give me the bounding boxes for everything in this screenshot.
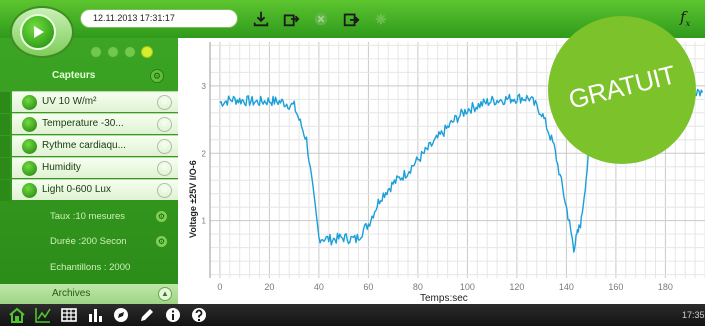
param-rate-label: Taux :10 mesures	[50, 211, 125, 222]
x-tick-label: 160	[608, 282, 623, 292]
archives-bar[interactable]: Archives ▲	[0, 284, 178, 304]
y-tick-label: 3	[202, 82, 207, 91]
export-icon[interactable]	[278, 6, 304, 32]
x-tick-label: 40	[314, 282, 324, 292]
sensor-status-icon	[22, 161, 37, 176]
param-duration-button[interactable]: ⚙	[155, 235, 168, 248]
play-button[interactable]	[20, 14, 56, 50]
sensor-item-heart-rate[interactable]: Rythme cardiaqu... ⚙	[0, 135, 178, 157]
sensors-settings-button[interactable]: ⚙	[150, 69, 164, 83]
toolbar-icons	[248, 6, 398, 32]
y-tick-label: 1	[202, 217, 207, 226]
sensor-handle[interactable]	[0, 114, 10, 135]
param-samples-label: Echantillons : 2000	[50, 262, 131, 273]
param-duration-label: Durée :200 Secon	[50, 236, 127, 247]
bottom-navbar: 17:35	[0, 304, 705, 326]
sensor-name: UV 10 W/m²	[42, 96, 97, 107]
sensor-status-icon	[22, 139, 37, 154]
page-dots	[90, 46, 153, 58]
sensor-name: Light 0-600 Lux	[42, 184, 111, 195]
page-dot-3[interactable]	[124, 46, 136, 58]
sensor-name: Temperature -30...	[42, 118, 124, 129]
sensor-color-button[interactable]: ⚙	[157, 183, 172, 198]
x-tick-label: 180	[658, 282, 673, 292]
app-logo	[10, 6, 74, 58]
y-axis-gutter	[178, 38, 204, 304]
sensor-color-button[interactable]: ⚙	[157, 161, 172, 176]
param-rate-button[interactable]: ⚙	[155, 210, 168, 223]
page-dot-2[interactable]	[107, 46, 119, 58]
x-tick-label: 120	[509, 282, 524, 292]
param-samples: Echantillons : 2000	[0, 257, 178, 279]
sensor-name: Rythme cardiaqu...	[42, 140, 126, 151]
sidebar: Capteurs ⚙ UV 10 W/m² ⚙ Temperature -30.…	[0, 38, 178, 304]
page-dot-1[interactable]	[90, 46, 102, 58]
sensor-handle[interactable]	[0, 136, 10, 157]
y-axis-label: Voltage ±25V I/O-6	[188, 160, 198, 238]
info-icon[interactable]	[164, 306, 182, 324]
sensor-color-button[interactable]: ⚙	[157, 139, 172, 154]
home-icon[interactable]	[8, 306, 26, 324]
clock: 17:35	[682, 310, 705, 320]
share-icon[interactable]	[338, 6, 364, 32]
sensor-status-icon	[22, 183, 37, 198]
close-circle-icon[interactable]	[308, 6, 334, 32]
sensor-handle[interactable]	[0, 180, 10, 201]
sensor-item-temperature[interactable]: Temperature -30... ⚙	[0, 113, 178, 135]
x-tick-label: 140	[559, 282, 574, 292]
archives-toggle-button[interactable]: ▲	[158, 287, 172, 301]
help-icon[interactable]	[190, 306, 208, 324]
sensor-color-button[interactable]: ⚙	[157, 117, 172, 132]
sensor-item-uv[interactable]: UV 10 W/m² ⚙	[0, 91, 178, 113]
free-badge: GRATUIT	[548, 16, 696, 164]
function-button[interactable]: fx	[680, 8, 690, 28]
top-toolbar: 12.11.2013 17:31:17 fx	[0, 0, 705, 38]
play-icon	[34, 26, 44, 38]
y-tick-label: 2	[202, 149, 207, 158]
y-axis-ticks: 1 2 3	[202, 82, 207, 226]
sensor-status-icon	[22, 117, 37, 132]
x-tick-label: 100	[460, 282, 475, 292]
sensors-header: Capteurs ⚙	[0, 66, 178, 86]
param-rate[interactable]: Taux :10 mesures ⚙	[0, 206, 178, 228]
pencil-icon[interactable]	[138, 306, 156, 324]
x-tick-label: 20	[264, 282, 274, 292]
x-tick-label: 80	[413, 282, 423, 292]
param-duration[interactable]: Durée :200 Secon ⚙	[0, 231, 178, 253]
sensor-item-humidity[interactable]: Humidity ⚙	[0, 157, 178, 179]
page-dot-4[interactable]	[141, 46, 153, 58]
sensor-color-button[interactable]: ⚙	[157, 95, 172, 110]
chart-line-icon[interactable]	[34, 306, 52, 324]
sensor-status-icon	[22, 95, 37, 110]
x-tick-label: 0	[217, 282, 222, 292]
sensor-name: Humidity	[42, 162, 81, 173]
function-label: f	[680, 8, 686, 26]
x-axis-label: Temps:sec	[420, 293, 468, 304]
function-sub: x	[685, 19, 691, 28]
x-tick-label: 60	[363, 282, 373, 292]
settings-icon[interactable]	[368, 6, 394, 32]
table-icon[interactable]	[60, 306, 78, 324]
archives-label: Archives	[52, 288, 91, 299]
x-axis-ticks: 0 20 40 60 80 100 120 140 160 180	[217, 282, 673, 292]
datetime-field: 12.11.2013 17:31:17	[80, 9, 238, 28]
badge-text: GRATUIT	[565, 59, 679, 115]
compass-icon[interactable]	[112, 306, 130, 324]
sensor-handle[interactable]	[0, 92, 10, 113]
bar-chart-icon[interactable]	[86, 306, 104, 324]
sensors-header-label: Capteurs	[52, 70, 96, 81]
sensor-item-light[interactable]: Light 0-600 Lux ⚙	[0, 179, 178, 201]
download-icon[interactable]	[248, 6, 274, 32]
sensor-handle[interactable]	[0, 158, 10, 179]
